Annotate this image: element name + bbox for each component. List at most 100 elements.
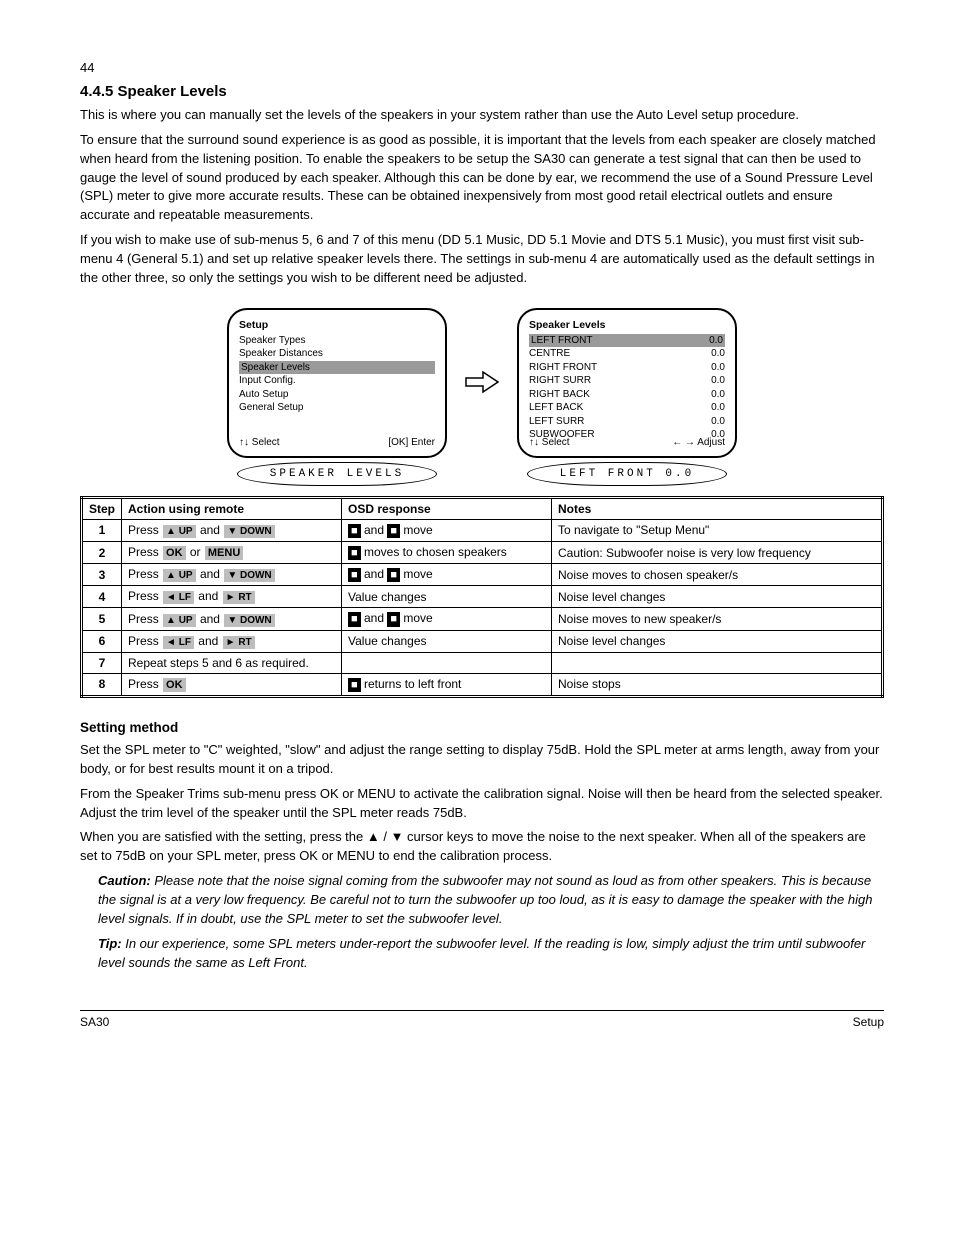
table-row: 7 Repeat steps 5 and 6 as required. bbox=[82, 652, 883, 673]
osd-cursor-icon: ■ bbox=[348, 546, 361, 560]
step-num: 1 bbox=[82, 519, 122, 541]
key-ok: OK bbox=[163, 678, 186, 692]
step-num: 8 bbox=[82, 673, 122, 696]
step-notes: Noise level changes bbox=[552, 630, 883, 652]
key-up: ▲ UP bbox=[163, 569, 196, 582]
step-num: 7 bbox=[82, 652, 122, 673]
osd-screen-right: Speaker Levels LEFT FRONT0.0 CENTRE0.0 R… bbox=[517, 308, 737, 458]
step-num: 3 bbox=[82, 564, 122, 586]
lcd-left: SPEAKER LEVELS bbox=[237, 462, 437, 486]
step-num: 5 bbox=[82, 608, 122, 630]
osd-cursor-icon: ■ bbox=[387, 524, 400, 538]
step-num: 4 bbox=[82, 586, 122, 608]
section-heading: 4.4.5 Speaker Levels bbox=[80, 83, 884, 100]
osd-right-footer-left: ↑↓ Select bbox=[529, 436, 570, 450]
step-osd: ■ and ■ move bbox=[342, 564, 552, 586]
key-left: ◄ LF bbox=[163, 636, 194, 649]
arrow-right-icon bbox=[465, 369, 499, 395]
footer-right: Setup bbox=[853, 1015, 884, 1029]
osd-cursor-icon: ■ bbox=[387, 568, 400, 582]
step-osd: Value changes bbox=[342, 586, 552, 608]
key-ok: OK bbox=[163, 546, 186, 560]
osd-left-item: Auto Setup bbox=[239, 388, 435, 402]
method-para-1: Set the SPL meter to "C" weighted, "slow… bbox=[80, 741, 884, 779]
step-notes: Noise stops bbox=[552, 673, 883, 696]
step-notes: Noise moves to chosen speaker/s bbox=[552, 564, 883, 586]
table-row: 5 Press ▲ UP and ▼ DOWN ■ and ■ move Noi… bbox=[82, 608, 883, 630]
key-down: ▼ DOWN bbox=[224, 525, 274, 538]
method-para-2: From the Speaker Trims sub-menu press OK… bbox=[80, 785, 884, 823]
step-action: Press ▲ UP and ▼ DOWN bbox=[122, 564, 342, 586]
table-row: 3 Press ▲ UP and ▼ DOWN ■ and ■ move Noi… bbox=[82, 564, 883, 586]
step-num: 2 bbox=[82, 541, 122, 563]
updown-icon: ↑↓ bbox=[529, 437, 539, 448]
method-para-3: When you are satisfied with the setting,… bbox=[80, 828, 884, 866]
step-notes: Noise moves to new speaker/s bbox=[552, 608, 883, 630]
col-osd: OSD response bbox=[342, 497, 552, 519]
osd-left-item: General Setup bbox=[239, 401, 435, 415]
osd-left-title: Setup bbox=[239, 318, 435, 332]
osd-screen-left: Setup Speaker Types Speaker Distances Sp… bbox=[227, 308, 447, 458]
col-notes: Notes bbox=[552, 497, 883, 519]
step-action: Press OK bbox=[122, 673, 342, 696]
intro-para-2: To ensure that the surround sound experi… bbox=[80, 131, 884, 225]
osd-screen-right-block: Speaker Levels LEFT FRONT0.0 CENTRE0.0 R… bbox=[517, 308, 737, 486]
leftright-icon: ← → bbox=[672, 437, 695, 448]
osd-right-row-hl: LEFT FRONT0.0 bbox=[529, 334, 725, 348]
osd-cursor-icon: ■ bbox=[348, 612, 361, 626]
key-down: ▼ DOWN bbox=[224, 614, 274, 627]
table-row: 4 Press ◄ LF and ► RT Value changes Nois… bbox=[82, 586, 883, 608]
osd-right-title: Speaker Levels bbox=[529, 318, 725, 332]
key-up: ▲ UP bbox=[163, 525, 196, 538]
lcd-right: LEFT FRONT 0.0 bbox=[527, 462, 727, 486]
caution-block: Caution: Please note that the noise sign… bbox=[98, 872, 884, 929]
tip-block: Tip: In our experience, some SPL meters … bbox=[98, 935, 884, 973]
key-menu: MENU bbox=[205, 546, 243, 560]
page-footer: SA30 Setup bbox=[80, 1010, 884, 1029]
osd-cursor-icon: ■ bbox=[387, 612, 400, 626]
col-step: Step bbox=[82, 497, 122, 519]
table-header-row: Step Action using remote OSD response No… bbox=[82, 497, 883, 519]
table-row: 1 Press ▲ UP and ▼ DOWN ■ and ■ move To … bbox=[82, 519, 883, 541]
step-action: Press ◄ LF and ► RT bbox=[122, 586, 342, 608]
step-osd: ■ and ■ move bbox=[342, 519, 552, 541]
key-right: ► RT bbox=[223, 591, 255, 604]
tip-label: Tip: bbox=[98, 936, 122, 951]
col-action: Action using remote bbox=[122, 497, 342, 519]
step-action: Repeat steps 5 and 6 as required. bbox=[122, 652, 342, 673]
key-right: ► RT bbox=[223, 636, 255, 649]
osd-left-item: Speaker Distances bbox=[239, 347, 435, 361]
osd-cursor-icon: ■ bbox=[348, 568, 361, 582]
osd-diagram: Setup Speaker Types Speaker Distances Sp… bbox=[80, 308, 884, 486]
step-action: Press ▲ UP and ▼ DOWN bbox=[122, 519, 342, 541]
osd-screen-left-block: Setup Speaker Types Speaker Distances Sp… bbox=[227, 308, 447, 486]
osd-left-item-highlight: Speaker Levels bbox=[239, 361, 435, 375]
steps-table: Step Action using remote OSD response No… bbox=[80, 496, 884, 698]
osd-left-item: Input Config. bbox=[239, 374, 435, 388]
osd-right-row: LEFT SURR0.0 bbox=[529, 415, 725, 429]
step-action: Press OK or MENU bbox=[122, 541, 342, 563]
step-notes bbox=[552, 652, 883, 673]
osd-right-row: CENTRE0.0 bbox=[529, 347, 725, 361]
intro-para-3: If you wish to make use of sub-menus 5, … bbox=[80, 231, 884, 288]
step-osd: Value changes bbox=[342, 630, 552, 652]
intro-para-1: This is where you can manually set the l… bbox=[80, 106, 884, 125]
updown-icon: ↑↓ bbox=[239, 437, 249, 448]
osd-cursor-icon: ■ bbox=[348, 524, 361, 538]
table-row: 8 Press OK ■ returns to left front Noise… bbox=[82, 673, 883, 696]
osd-cursor-icon: ■ bbox=[348, 678, 361, 692]
table-row: 6 Press ◄ LF and ► RT Value changes Nois… bbox=[82, 630, 883, 652]
step-notes: Caution: Subwoofer noise is very low fre… bbox=[552, 541, 883, 563]
step-action: Press ▲ UP and ▼ DOWN bbox=[122, 608, 342, 630]
osd-right-row: RIGHT SURR0.0 bbox=[529, 374, 725, 388]
step-osd bbox=[342, 652, 552, 673]
key-up: ▲ UP bbox=[163, 614, 196, 627]
osd-right-footer-right: ← → Adjust bbox=[672, 436, 725, 450]
step-osd: ■ moves to chosen speakers bbox=[342, 541, 552, 563]
osd-right-row: RIGHT BACK0.0 bbox=[529, 388, 725, 402]
step-action: Press ◄ LF and ► RT bbox=[122, 630, 342, 652]
page-number: 44 bbox=[80, 60, 884, 75]
step-notes: To navigate to "Setup Menu" bbox=[552, 519, 883, 541]
step-osd: ■ returns to left front bbox=[342, 673, 552, 696]
footer-left: SA30 bbox=[80, 1015, 109, 1029]
